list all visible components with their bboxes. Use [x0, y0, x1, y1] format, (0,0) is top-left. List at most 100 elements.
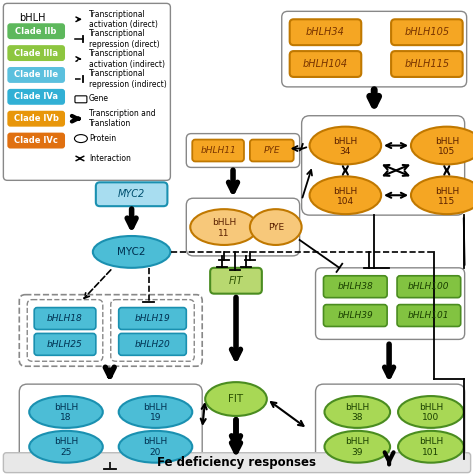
FancyBboxPatch shape: [192, 140, 244, 162]
Ellipse shape: [310, 127, 381, 164]
Ellipse shape: [411, 127, 474, 164]
FancyBboxPatch shape: [397, 276, 461, 298]
FancyBboxPatch shape: [186, 198, 300, 256]
Text: 20: 20: [150, 448, 161, 457]
Text: bHLH18: bHLH18: [47, 314, 83, 323]
Text: bHLH: bHLH: [435, 187, 459, 196]
Text: bHLH: bHLH: [419, 437, 443, 446]
Text: bHLH11: bHLH11: [200, 146, 236, 155]
Text: Transcriptional
activation (indirect): Transcriptional activation (indirect): [89, 49, 165, 69]
Text: 105: 105: [438, 147, 456, 156]
Text: Clade IIIa: Clade IIIa: [14, 48, 58, 57]
Text: bHLH: bHLH: [19, 13, 46, 23]
FancyBboxPatch shape: [397, 304, 461, 326]
Text: 25: 25: [60, 448, 72, 457]
Ellipse shape: [29, 431, 103, 463]
Text: Transcription and
Translation: Transcription and Translation: [89, 109, 155, 128]
Text: bHLH20: bHLH20: [135, 340, 170, 349]
FancyBboxPatch shape: [8, 67, 65, 83]
Text: bHLH19: bHLH19: [135, 314, 170, 323]
Text: PYE: PYE: [264, 146, 280, 155]
Text: bHLH34: bHLH34: [306, 27, 345, 37]
Text: MYC2: MYC2: [118, 247, 146, 257]
Text: 19: 19: [150, 413, 161, 422]
Text: bHLH101: bHLH101: [408, 311, 450, 320]
Text: Clade IVb: Clade IVb: [14, 114, 59, 123]
FancyBboxPatch shape: [96, 182, 167, 206]
FancyBboxPatch shape: [282, 11, 466, 87]
Text: bHLH104: bHLH104: [303, 59, 348, 69]
FancyBboxPatch shape: [8, 23, 65, 39]
FancyBboxPatch shape: [19, 384, 202, 462]
FancyBboxPatch shape: [290, 19, 361, 45]
Text: bHLH: bHLH: [212, 218, 236, 227]
Ellipse shape: [118, 431, 192, 463]
Text: Clade IVc: Clade IVc: [14, 136, 58, 145]
FancyBboxPatch shape: [27, 300, 103, 361]
Text: FIT: FIT: [228, 394, 244, 404]
Text: Clade IVa: Clade IVa: [14, 92, 58, 101]
Ellipse shape: [205, 382, 267, 416]
Text: 18: 18: [60, 413, 72, 422]
FancyBboxPatch shape: [290, 51, 361, 77]
FancyBboxPatch shape: [323, 304, 387, 326]
Text: Transcriptional
activation (direct): Transcriptional activation (direct): [89, 10, 158, 29]
Text: bHLH: bHLH: [345, 402, 369, 411]
FancyBboxPatch shape: [8, 133, 65, 149]
Text: bHLH38: bHLH38: [337, 282, 373, 291]
Text: Gene: Gene: [89, 95, 109, 104]
Text: PYE: PYE: [268, 223, 284, 231]
FancyBboxPatch shape: [3, 3, 170, 180]
Ellipse shape: [93, 236, 170, 268]
FancyBboxPatch shape: [118, 333, 186, 355]
FancyBboxPatch shape: [391, 51, 463, 77]
Text: 11: 11: [219, 228, 230, 238]
Ellipse shape: [190, 209, 258, 245]
Text: bHLH: bHLH: [143, 437, 168, 446]
Ellipse shape: [310, 176, 381, 214]
FancyBboxPatch shape: [301, 116, 465, 215]
FancyBboxPatch shape: [391, 19, 463, 45]
FancyBboxPatch shape: [8, 111, 65, 127]
Ellipse shape: [118, 396, 192, 428]
FancyBboxPatch shape: [8, 89, 65, 105]
Text: Transcriptional
repression (direct): Transcriptional repression (direct): [89, 29, 159, 49]
Ellipse shape: [250, 209, 301, 245]
Ellipse shape: [325, 431, 390, 463]
FancyBboxPatch shape: [19, 294, 202, 366]
Text: Fe deficiency responses: Fe deficiency responses: [157, 456, 317, 469]
FancyBboxPatch shape: [3, 453, 471, 473]
Text: bHLH: bHLH: [345, 437, 369, 446]
Text: FIT: FIT: [229, 276, 243, 286]
Text: Transcriptional
repression (indirect): Transcriptional repression (indirect): [89, 69, 167, 89]
Text: 104: 104: [337, 197, 354, 206]
FancyBboxPatch shape: [316, 268, 465, 340]
FancyBboxPatch shape: [8, 45, 65, 61]
Ellipse shape: [29, 396, 103, 428]
Text: bHLH: bHLH: [143, 402, 168, 411]
Text: bHLH: bHLH: [333, 137, 357, 146]
Text: 101: 101: [422, 448, 439, 457]
Text: 115: 115: [438, 197, 456, 206]
Text: 100: 100: [422, 413, 439, 422]
Text: bHLH100: bHLH100: [408, 282, 450, 291]
Ellipse shape: [398, 431, 464, 463]
Text: bHLH: bHLH: [419, 402, 443, 411]
Ellipse shape: [411, 176, 474, 214]
Text: Clade IIb: Clade IIb: [16, 27, 57, 36]
Text: Interaction: Interaction: [89, 154, 131, 163]
Ellipse shape: [74, 134, 87, 142]
FancyBboxPatch shape: [323, 276, 387, 298]
FancyBboxPatch shape: [75, 96, 87, 103]
Text: MYC2: MYC2: [118, 189, 145, 199]
Text: Protein: Protein: [89, 134, 116, 143]
Text: bHLH: bHLH: [54, 437, 78, 446]
FancyBboxPatch shape: [34, 308, 96, 330]
Text: 39: 39: [352, 448, 363, 457]
Text: bHLH115: bHLH115: [404, 59, 449, 69]
Text: bHLH39: bHLH39: [337, 311, 373, 320]
FancyBboxPatch shape: [186, 133, 300, 167]
Text: 38: 38: [352, 413, 363, 422]
FancyBboxPatch shape: [34, 333, 96, 355]
Text: bHLH: bHLH: [333, 187, 357, 196]
